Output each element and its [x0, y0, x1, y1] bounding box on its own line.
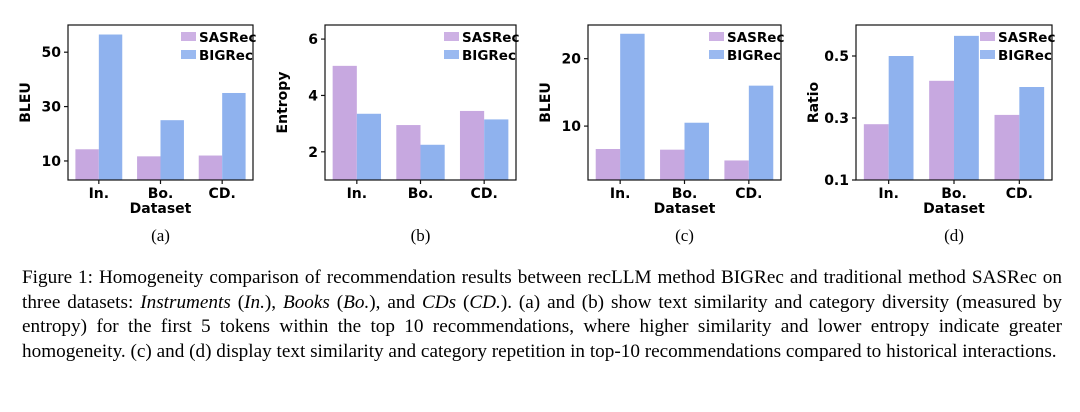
- chart-3-legend-swatch-bigrec: [709, 50, 724, 59]
- caption-dataset-3-abbr: CD.: [469, 291, 501, 313]
- chart-1-ytick-label-1: 30: [42, 100, 62, 116]
- chart-1-panel-label: (a): [151, 226, 170, 245]
- chart-1-ylabel: BLEU: [18, 82, 34, 123]
- chart-1-xlabel: Dataset: [130, 201, 192, 217]
- chart-3-bar-sasrec-0: [595, 149, 621, 180]
- chart-3-panel-label: (c): [675, 226, 694, 245]
- chart-4-bar-sasrec-1: [929, 80, 954, 180]
- chart-2-ytick-label-2: 6: [308, 32, 318, 48]
- chart-4-panel-label: (d): [944, 226, 964, 245]
- chart-2-bar-sasrec-1: [396, 125, 421, 180]
- chart-1-ytick-label-0: 10: [42, 154, 62, 170]
- chart-panel-1: 10 30 50 In. Bo. CD. Dataset BLEU SASRec BIGRec (a…: [18, 24, 256, 245]
- chart-2-bar-bigrec-1: [420, 144, 445, 180]
- chart-2-xtick-label-0: In.: [347, 186, 368, 202]
- chart-1-xtick-label-1: Bo.: [148, 186, 174, 202]
- chart-2-xtick-label-2: CD.: [471, 186, 498, 202]
- chart-1-bar-bigrec-0: [98, 34, 123, 180]
- chart-1-xtick-label-0: In.: [89, 186, 110, 202]
- chart-4-ylabel: Ratio: [806, 81, 822, 123]
- chart-2-legend-swatch-bigrec: [444, 50, 459, 59]
- chart-3-bar-bigrec-2: [748, 85, 774, 180]
- chart-4-ytick-label-1: 0.3: [824, 111, 849, 127]
- chart-4-legend-label-bigrec: BIGRec: [998, 48, 1052, 64]
- chart-panel-4: 0.1 0.3 0.5 In. Bo. CD. Dataset Ratio SASRec BIGR…: [806, 24, 1055, 245]
- chart-4-xtick-label-2: CD.: [1006, 186, 1033, 202]
- caption-dataset-2-abbr: Bo.: [343, 291, 370, 313]
- chart-panel-2: 2 4 6 In. Bo. CD. Entropy SASRec BIGRec (b): [275, 24, 519, 245]
- chart-4-legend-swatch-sasrec: [980, 32, 995, 41]
- chart-4-bar-sasrec-0: [863, 124, 889, 180]
- chart-1-legend-label-bigrec: BIGRec: [199, 48, 253, 64]
- chart-2-bar-sasrec-2: [459, 110, 485, 180]
- chart-2-xtick-label-1: Bo.: [408, 186, 434, 202]
- chart-2-legend-swatch-sasrec: [444, 32, 459, 41]
- chart-4-ytick-label-0: 0.1: [824, 173, 849, 189]
- chart-4-xlabel: Dataset: [923, 201, 985, 217]
- figure-charts: 10 30 50 In. Bo. CD. Dataset BLEU SASRec BIGRec (a…: [18, 24, 1055, 245]
- chart-2-panel-label: (b): [411, 226, 431, 245]
- chart-3-ytick-label-0: 10: [562, 119, 582, 135]
- chart-1-ytick-label-2: 50: [42, 45, 62, 61]
- caption-dataset-1-name: Instruments: [140, 291, 231, 313]
- chart-3-legend-label-sasrec: SASRec: [727, 30, 784, 46]
- chart-3-xlabel: Dataset: [654, 201, 716, 217]
- chart-4-bar-bigrec-1: [954, 35, 979, 180]
- chart-1-legend-label-sasrec: SASRec: [199, 30, 256, 46]
- chart-2-legend-label-sasrec: SASRec: [462, 30, 519, 46]
- chart-2-ytick-label-1: 4: [308, 88, 318, 104]
- caption-text-1: Homogeneity comparison of recommendation…: [22, 267, 1062, 313]
- caption-dataset-1-abbr: In.: [244, 291, 265, 313]
- chart-2-bar-bigrec-2: [484, 119, 509, 180]
- chart-4-bar-sasrec-2: [994, 114, 1020, 180]
- chart-panel-3: 10 20 In. Bo. CD. Dataset BLEU SASRec BIGRec (c): [538, 24, 784, 245]
- chart-4-legend-label-sasrec: SASRec: [998, 30, 1055, 46]
- chart-2-ylabel: Entropy: [275, 72, 291, 134]
- chart-4-xtick-label-1: Bo.: [941, 186, 967, 202]
- caption-text-2: (a) and (b) show text similarity and cat…: [22, 291, 1063, 362]
- chart-4-ytick-label-2: 0.5: [824, 49, 849, 65]
- chart-4-xtick-label-0: In.: [878, 186, 899, 202]
- chart-2-ytick-label-0: 2: [308, 145, 318, 161]
- chart-1-legend-swatch-bigrec: [181, 50, 196, 59]
- chart-1-bar-bigrec-2: [222, 92, 246, 180]
- chart-3-ytick-label-1: 20: [562, 52, 582, 68]
- chart-3-legend-label-bigrec: BIGRec: [727, 48, 781, 64]
- chart-3-xtick-label-0: In.: [610, 186, 631, 202]
- chart-4-legend-swatch-bigrec: [980, 50, 995, 59]
- chart-3-bar-bigrec-0: [620, 33, 645, 181]
- chart-3-xtick-label-2: CD.: [735, 186, 762, 202]
- chart-3-legend-swatch-sasrec: [709, 32, 724, 41]
- chart-1-bar-sasrec-2: [198, 155, 223, 180]
- chart-3-ylabel: BLEU: [538, 82, 554, 123]
- chart-1-bar-bigrec-1: [160, 120, 184, 180]
- chart-4-bar-bigrec-2: [1019, 87, 1045, 180]
- chart-3-bar-sasrec-2: [724, 160, 749, 180]
- caption-label: Figure 1:: [22, 267, 93, 288]
- chart-1-bar-sasrec-1: [137, 156, 161, 180]
- caption-dataset-2-name: Books: [282, 291, 330, 313]
- chart-4-bar-bigrec-0: [888, 56, 914, 180]
- chart-1-legend-swatch-sasrec: [181, 32, 196, 41]
- chart-2-legend-label-bigrec: BIGRec: [462, 48, 516, 64]
- chart-3-bar-bigrec-1: [684, 122, 709, 180]
- figure-caption: Figure 1: Homogeneity comparison of reco…: [22, 267, 1063, 362]
- chart-2-bar-bigrec-0: [356, 113, 382, 180]
- caption-dataset-3-name: CDs: [421, 291, 457, 313]
- chart-3-bar-sasrec-1: [660, 149, 685, 180]
- chart-3-xtick-label-1: Bo.: [672, 186, 698, 202]
- chart-1-bar-sasrec-0: [75, 149, 99, 180]
- chart-1-xtick-label-2: CD.: [209, 186, 236, 202]
- chart-2-bar-sasrec-0: [332, 65, 357, 180]
